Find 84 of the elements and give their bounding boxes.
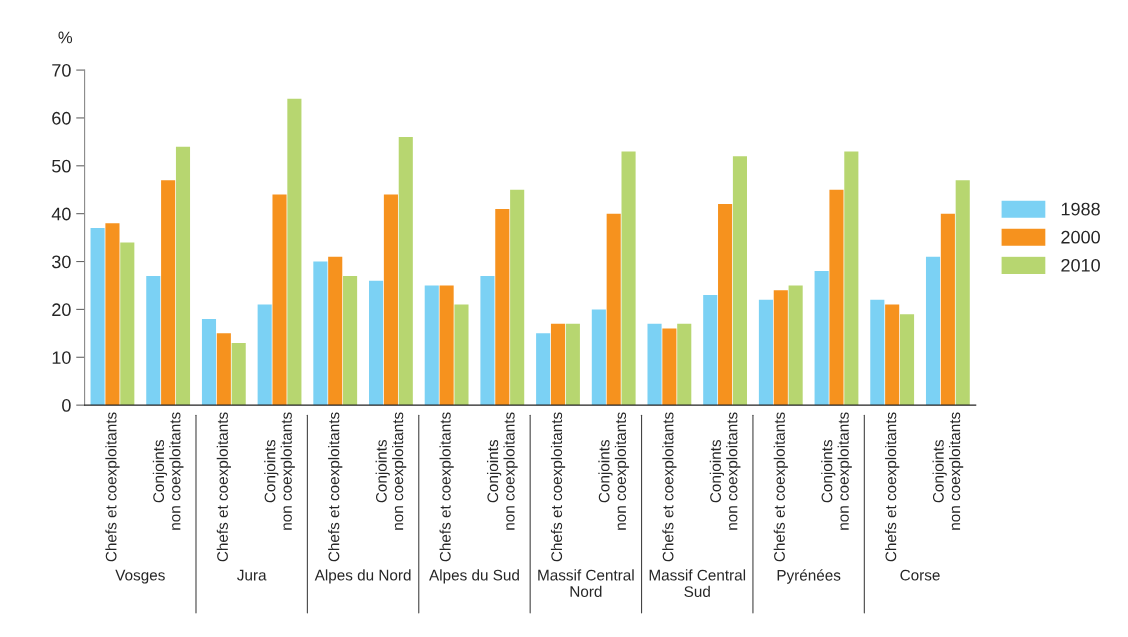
bar — [844, 151, 859, 406]
bar — [647, 323, 662, 406]
bar — [328, 256, 343, 406]
bar — [899, 314, 915, 406]
x-tick-label: Chefs et coexploitants — [773, 412, 788, 562]
bar — [216, 333, 231, 406]
text: Jura — [237, 569, 267, 581]
bar — [788, 285, 803, 406]
bar — [621, 151, 636, 406]
bar — [287, 98, 302, 406]
y-tick-label: 70 — [52, 64, 71, 77]
bar — [383, 194, 398, 406]
bar — [925, 256, 941, 406]
y-tick-label: 0 — [62, 399, 71, 412]
bar — [703, 295, 718, 406]
text: Alpes du Nord — [314, 569, 411, 584]
text: Vosges — [115, 569, 165, 584]
bar — [201, 318, 217, 406]
x-tick-label: Conjoints non coexploitants — [709, 412, 741, 530]
bar — [146, 275, 161, 406]
bar — [718, 204, 733, 406]
bar — [439, 285, 454, 406]
x-tick-label: Chefs et coexploitants — [439, 412, 454, 562]
y-tick-label: 40 — [51, 207, 71, 221]
bar — [606, 213, 621, 406]
x-tick-label: Chefs et coexploitants — [550, 412, 566, 562]
bar — [175, 146, 191, 406]
bar — [536, 333, 551, 406]
bar — [829, 189, 844, 406]
bar — [870, 299, 885, 406]
y-tick-label: 10 — [52, 351, 71, 364]
bar — [343, 275, 358, 406]
y-axis-title: % — [58, 31, 73, 44]
bar — [454, 304, 469, 406]
text: Corse — [900, 569, 940, 581]
bar — [758, 299, 773, 406]
bar — [662, 328, 677, 406]
x-tick-label: Chefs et coexploitants — [216, 412, 231, 562]
y-tick-label: 20 — [52, 303, 71, 317]
bar — [161, 180, 176, 406]
bar — [732, 156, 747, 406]
x-tick-label: Conjoints non coexploitants — [152, 412, 184, 530]
x-tick-label: Conjoints non coexploitants — [932, 412, 964, 530]
y-tick-label: 50 — [52, 159, 71, 173]
bar — [495, 208, 510, 406]
bar — [424, 285, 439, 406]
bar — [591, 309, 606, 406]
bar — [90, 228, 105, 406]
x-tick-label: Chefs et coexploitants — [662, 412, 677, 562]
y-tick-label: 30 — [52, 255, 71, 269]
y-tick-label: 60 — [52, 111, 71, 125]
bar — [940, 213, 955, 406]
bar — [814, 271, 829, 406]
bar — [955, 180, 970, 406]
text: Massif Central Sud — [649, 569, 746, 597]
x-tick-label: Conjoints non coexploitants — [375, 412, 407, 530]
bar — [885, 304, 900, 406]
bar — [773, 290, 788, 406]
bar — [510, 189, 525, 406]
bar — [565, 323, 580, 406]
legend-label: 1988 — [1061, 202, 1100, 216]
bar — [231, 342, 246, 406]
x-tick-label: Conjoints non coexploitants — [821, 412, 852, 530]
x-tick-label: Conjoints non coexploitants — [486, 412, 518, 530]
bar — [257, 304, 272, 406]
text: Massif Central Nord — [538, 569, 634, 597]
bar — [480, 275, 495, 406]
legend-label: 2000 — [1061, 230, 1100, 244]
x-tick-label: Conjoints non coexploitants — [264, 412, 295, 530]
text: Pyrénées — [777, 569, 841, 584]
x-tick-label: Conjoints non coexploitants — [598, 412, 630, 530]
bar — [550, 323, 566, 406]
bar — [313, 261, 328, 406]
bar — [369, 280, 384, 406]
bar — [105, 223, 120, 406]
x-tick-label: Chefs et coexploitants — [328, 412, 343, 562]
bar — [272, 194, 287, 406]
bar — [120, 242, 135, 406]
bar — [677, 323, 692, 406]
legend-label: 2010 — [1061, 258, 1100, 272]
x-tick-label: Chefs et coexploitants — [105, 412, 120, 562]
bar — [398, 137, 413, 406]
x-tick-label: Chefs et coexploitants — [885, 412, 900, 562]
text: Alpes du Sud — [429, 569, 519, 584]
